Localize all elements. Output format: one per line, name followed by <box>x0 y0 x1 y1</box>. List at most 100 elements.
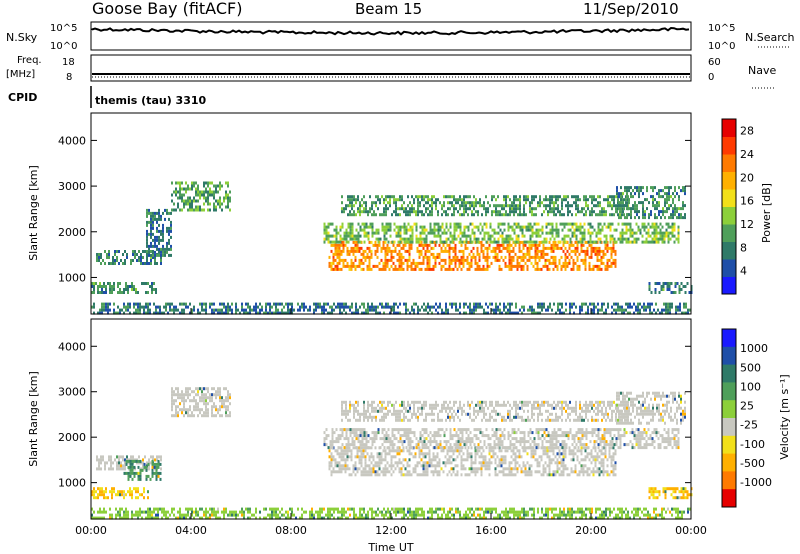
power-echo-cell <box>519 210 521 214</box>
velocity-echo-cell <box>101 493 103 497</box>
power-echo-cell <box>461 234 464 238</box>
power-echo-cell <box>177 181 179 185</box>
power-echo-cell <box>405 311 407 315</box>
power-echo-cell <box>523 204 525 208</box>
power-echo-cell <box>610 264 613 268</box>
velocity-echo-cell <box>590 455 593 459</box>
power-echo-cell <box>497 222 500 226</box>
velocity-echo-cell <box>346 458 349 462</box>
power-echo-cell <box>668 288 671 291</box>
power-echo-cell <box>584 240 587 244</box>
power-echo-cell <box>562 243 565 247</box>
power-echo-cell <box>437 210 439 214</box>
power-echo-cell <box>397 228 400 232</box>
velocity-echo-cell <box>386 467 389 471</box>
power-echo-cell <box>553 204 555 208</box>
power-echo-cell <box>676 207 678 211</box>
power-echo-cell <box>623 198 625 202</box>
power-echo-cell <box>518 261 521 265</box>
power-echo-cell <box>528 252 531 256</box>
power-echo-cell <box>631 305 633 309</box>
velocity-echo-cell <box>409 428 412 432</box>
power-echo-cell <box>516 255 519 259</box>
power-echo-cell <box>378 267 381 271</box>
power-echo-cell <box>547 308 549 312</box>
power-echo-cell <box>590 246 593 250</box>
velocity-echo-cell <box>125 493 127 497</box>
power-echo-cell <box>603 240 606 244</box>
power-echo-cell <box>478 267 481 271</box>
power-echo-cell <box>649 311 651 315</box>
power-echo-cell <box>561 204 563 208</box>
power-echo-cell <box>459 240 462 244</box>
power-echo-cell <box>683 311 685 315</box>
power-echo-cell <box>504 246 507 250</box>
power-echo-cell <box>343 308 345 312</box>
velocity-echo-cell <box>116 464 118 468</box>
power-echo-cell <box>562 249 565 253</box>
power-echo-cell <box>349 228 352 232</box>
power-echo-cell <box>207 202 209 206</box>
power-echo-cell <box>618 192 620 196</box>
power-echo-cell <box>201 193 203 197</box>
power-echo-cell <box>513 204 515 208</box>
power-echo-cell <box>644 210 646 214</box>
velocity-echo-cell <box>368 464 371 468</box>
power-echo-cell <box>170 220 172 224</box>
power-echo-cell <box>346 252 349 256</box>
velocity-echo-cell <box>472 461 475 465</box>
power-echo-cell <box>211 190 213 194</box>
power-echo-cell <box>475 240 478 244</box>
velocity-echo-cell <box>530 449 533 453</box>
velocity-echo-cell <box>120 467 122 471</box>
power-echo-cell <box>518 246 521 250</box>
velocity-echo-cell <box>500 455 503 459</box>
velocity-echo-cell <box>377 428 380 432</box>
power-echo-cell <box>553 210 555 214</box>
power-echo-cell <box>520 240 523 244</box>
velocity-echo-cell <box>195 408 197 412</box>
velocity-echo-cell <box>554 473 557 477</box>
power-echo-cell <box>477 213 479 217</box>
power-echo-cell <box>147 302 149 306</box>
power-echo-cell <box>575 222 578 226</box>
power-echo-cell <box>642 201 644 205</box>
velocity-echo-cell <box>436 452 439 456</box>
power-echo-cell <box>297 302 299 306</box>
velocity-echo-cell <box>600 470 603 474</box>
power-echo-cell <box>552 243 555 247</box>
power-echo-cell <box>599 210 601 214</box>
velocity-echo-cell <box>211 408 213 412</box>
power-echo-cell <box>481 204 483 208</box>
power-echo-cell <box>428 264 431 268</box>
power-echo-cell <box>470 261 473 265</box>
power-echo-cell <box>338 252 341 256</box>
power-echo-cell <box>613 195 615 199</box>
velocity-echo-cell <box>552 458 555 462</box>
power-echo-cell <box>350 258 353 262</box>
power-echo-cell <box>160 262 162 265</box>
velocity-echo-cell <box>449 443 452 447</box>
power-echo-cell <box>428 243 431 247</box>
power-echo-cell <box>529 225 532 229</box>
power-echo-cell <box>175 181 177 185</box>
power-echo-cell <box>607 305 609 309</box>
power-echo-cell <box>416 261 419 265</box>
velocity-echo-cell <box>556 467 559 471</box>
power-echo-cell <box>683 305 685 309</box>
power-echo-cell <box>447 311 449 315</box>
velocity-echo-cell <box>418 446 421 450</box>
power-echo-cell <box>357 210 359 214</box>
power-echo-cell <box>356 246 359 250</box>
velocity-echo-cell <box>197 414 199 418</box>
power-echo-cell <box>465 234 468 238</box>
power-echo-cell <box>463 210 465 214</box>
velocity-echo-cell <box>470 446 473 450</box>
velocity-echo-cell <box>348 473 351 477</box>
power-echo-cell <box>132 250 134 253</box>
power-echo-cell <box>375 237 378 241</box>
power-echo-cell <box>678 207 680 211</box>
velocity-echo-cell <box>464 446 467 450</box>
velocity-echo-cell <box>484 467 487 471</box>
velocity-echo-cell <box>358 449 361 453</box>
